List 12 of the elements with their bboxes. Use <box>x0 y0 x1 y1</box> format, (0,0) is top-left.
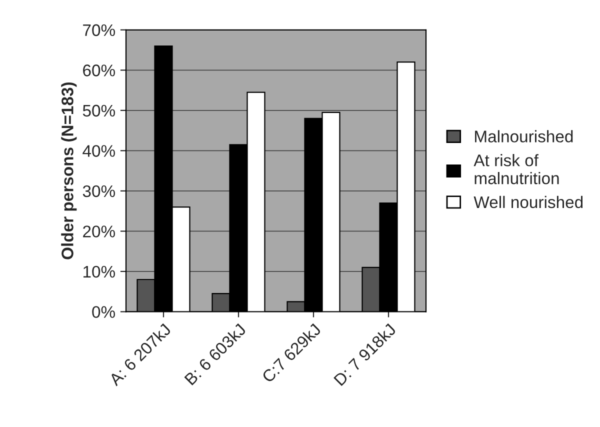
y-tick-label: 50% <box>82 104 115 117</box>
y-tick-label: 30% <box>82 185 115 198</box>
y-tick-label: 40% <box>82 145 115 157</box>
y-axis-title: Older persons (N=183) <box>61 82 77 260</box>
y-tick-label: 60% <box>83 64 115 76</box>
y-tick-label: 10% <box>83 266 115 278</box>
legend-label: Well nourished <box>474 196 583 208</box>
y-tick-label: 20% <box>83 226 115 238</box>
y-tick-label: 70% <box>83 24 115 36</box>
y-tick-label: 0% <box>92 306 115 318</box>
legend-label: At risk of malnutrition <box>474 154 559 184</box>
legend-label: Malnourished <box>475 130 573 142</box>
